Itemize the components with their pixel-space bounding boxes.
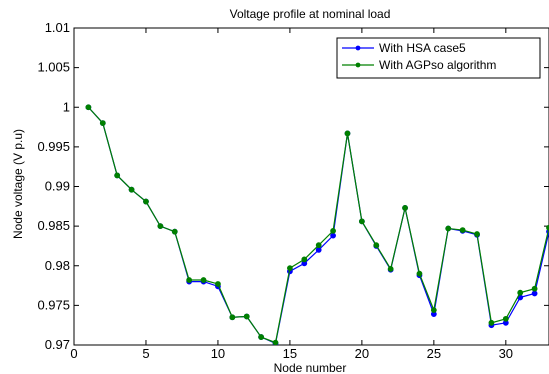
y-tick-label: 0.99 [45,179,70,194]
series-2-point [171,228,178,235]
y-tick-label: 1 [63,99,70,114]
series-2-point [128,186,135,193]
series-2-point [301,256,308,263]
series-2-point [430,307,437,314]
x-tick-label: 20 [355,346,369,361]
series-2-point [330,227,336,234]
x-tick-label: 10 [211,346,225,361]
series-1-point [330,232,336,239]
series-2-point [531,285,538,292]
series-2-point [114,172,121,179]
series-2-point [143,198,149,205]
series-2-point [200,277,207,283]
series-2-point [243,313,250,320]
x-tick-label: 25 [427,346,441,361]
legend-label-2: With AGPso algorithm [379,58,496,72]
series-2-point [358,218,365,225]
legend-box [336,37,541,79]
y-tick-label: 1.01 [45,20,70,35]
series-2-point [459,227,466,233]
series-2-point [258,334,265,340]
series-2-point [157,223,164,230]
series-1-point [315,247,322,253]
x-tick-label: 30 [499,346,513,361]
y-tick-label: 0.985 [37,218,70,233]
x-axis-title: Node number [274,361,347,374]
series-2-point [99,120,106,126]
series-2-point [445,225,452,232]
series-2-point [287,265,293,272]
series-2-point [215,281,221,287]
legend-label-1: With HSA case5 [379,41,466,55]
x-tick-label: 0 [70,346,77,361]
series-2-point [387,266,394,272]
x-tick-label: 15 [283,346,297,361]
legend: With HSA case5 With AGPso algorithm [336,37,541,79]
series-2-point [85,104,92,111]
series-2-point [517,289,524,296]
plot-layer: 0.97 0.975 0.98 0.985 0.99 0.995 1 1.005 1.01 0 5 1… [37,20,549,361]
y-tick-label: 0.98 [45,258,70,273]
y-tick-label: 0.97 [45,337,70,352]
y-tick-label: 0.995 [37,139,70,154]
series-2-point [272,339,279,345]
chart-title: Voltage profile at nominal load [230,7,391,21]
y-tick-label: 0.975 [37,297,70,312]
legend-marker-2 [355,62,361,68]
series-2-point [488,319,495,326]
series-2-point [315,242,322,249]
series-2-point [474,231,480,237]
series-2-point [229,314,236,321]
series-2-point [373,242,380,249]
series-2-point [502,315,509,322]
y-tick-label: 1.005 [37,60,70,75]
series-2-point [416,270,423,277]
series-2-point [186,277,193,283]
plot-area [73,27,549,346]
series-2-point [344,130,351,137]
series-group [85,104,549,345]
series-1-point [531,290,538,297]
legend-marker-1 [355,45,361,51]
x-tick-label: 5 [142,346,149,361]
series-2-point [402,204,408,211]
y-axis-title: Node voltage (V p.u) [11,129,25,239]
